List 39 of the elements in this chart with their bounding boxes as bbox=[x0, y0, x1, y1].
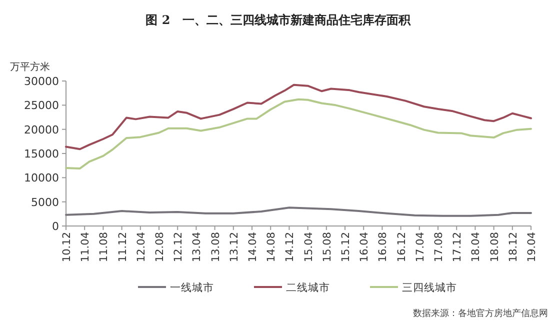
y-tick-label: 0 bbox=[52, 220, 59, 233]
x-tick-label: 18.08 bbox=[488, 232, 501, 262]
x-tick-label: 12.04 bbox=[135, 232, 148, 262]
x-tick-label: 19.04 bbox=[526, 232, 538, 262]
y-tick-label: 30000 bbox=[24, 75, 59, 88]
y-tick-label: 20000 bbox=[24, 123, 59, 136]
x-tick-label: 10.12 bbox=[61, 232, 73, 262]
x-tick-label: 11.12 bbox=[116, 232, 129, 262]
y-tick-label: 5000 bbox=[31, 196, 59, 209]
x-tick-label: 14.04 bbox=[247, 232, 259, 262]
chart-title: 图 2 一、二、三四线城市新建商品住宅库存面积 bbox=[146, 13, 412, 27]
y-tick-label: 15000 bbox=[24, 148, 59, 160]
x-tick-label: 17.08 bbox=[433, 232, 445, 262]
x-tick-label: 12.12 bbox=[172, 232, 185, 262]
y-tick-label: 25000 bbox=[24, 99, 59, 112]
legend-label: 一线城市 bbox=[170, 281, 214, 294]
x-tick-label: 13.04 bbox=[191, 232, 204, 262]
x-tick-label: 15.08 bbox=[321, 232, 334, 262]
source-note: 数据来源：各地官方房地产信息网 bbox=[413, 308, 548, 319]
x-tick-label: 18.12 bbox=[507, 232, 520, 262]
x-tick-label: 13.08 bbox=[210, 232, 222, 262]
legend-label: 三四线城市 bbox=[402, 281, 457, 294]
x-tick-label: 16.04 bbox=[358, 232, 371, 262]
x-tick-label: 18.04 bbox=[470, 232, 482, 262]
x-tick-label: 11.04 bbox=[80, 232, 92, 262]
x-tick-label: 16.12 bbox=[396, 232, 408, 262]
x-tick-label: 17.04 bbox=[414, 232, 426, 262]
legend-label: 二线城市 bbox=[286, 281, 330, 294]
x-tick-label: 14.12 bbox=[284, 232, 296, 262]
x-tick-label: 11.08 bbox=[98, 232, 110, 262]
x-tick-label: 16.08 bbox=[377, 232, 390, 262]
y-tick-label: 10000 bbox=[24, 172, 59, 185]
x-tick-label: 13.12 bbox=[228, 232, 240, 262]
x-tick-label: 15.04 bbox=[302, 232, 315, 262]
x-tick-label: 14.08 bbox=[266, 232, 278, 262]
x-tick-label: 15.12 bbox=[340, 232, 352, 262]
x-tick-label: 12.08 bbox=[154, 232, 166, 262]
x-tick-label: 17.12 bbox=[452, 232, 464, 262]
y-axis-title: 万平方米 bbox=[10, 61, 50, 73]
